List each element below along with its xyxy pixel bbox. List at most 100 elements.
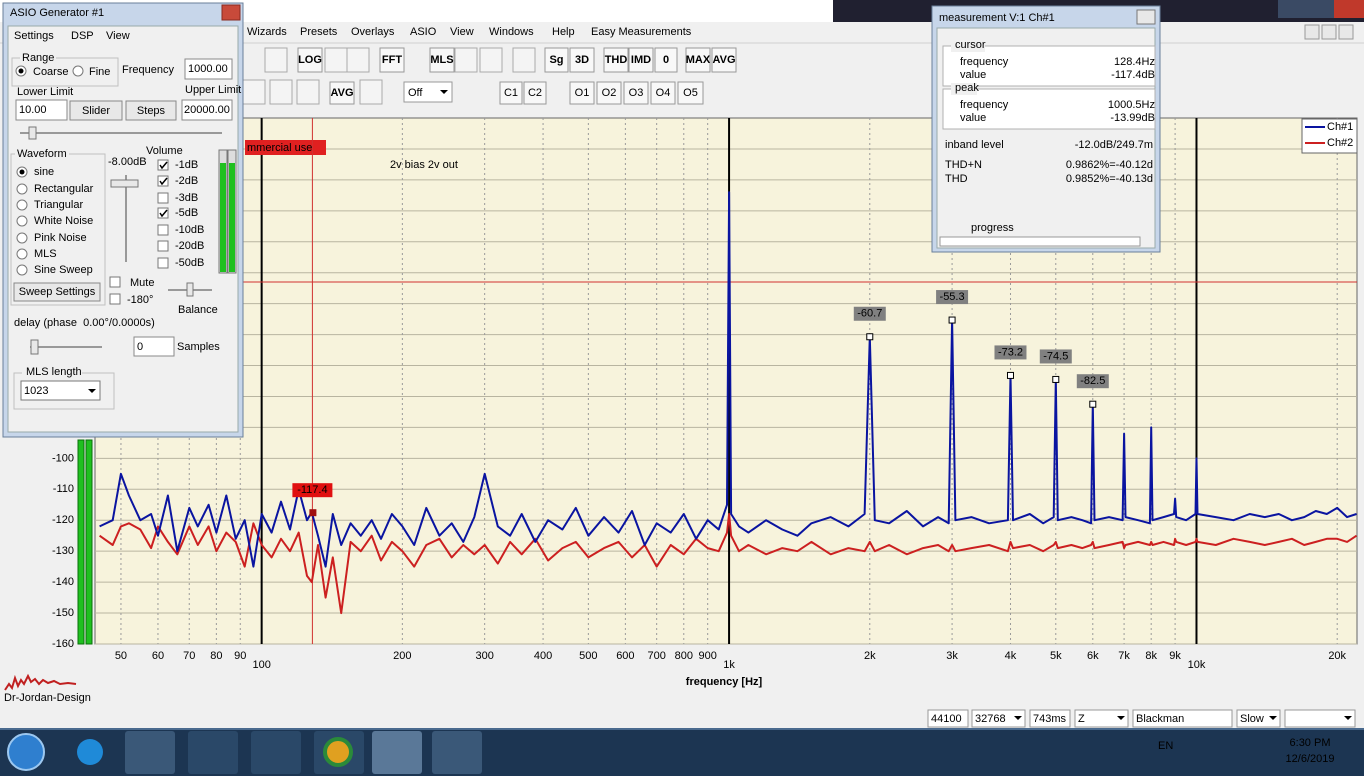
mdi-min[interactable] <box>1304 24 1320 40</box>
mdi-max[interactable] <box>1321 24 1337 40</box>
label: inband level <box>945 139 1004 151</box>
tool-button[interactable] <box>650 81 676 105</box>
taskbar-app[interactable] <box>372 731 422 774</box>
tool-button[interactable] <box>269 79 293 105</box>
tool-button[interactable] <box>654 47 678 73</box>
ui-layer: Wizards Presets Overlays ASIO View Windows Hel… <box>2 2 1356 765</box>
taskbar-app[interactable] <box>432 731 482 774</box>
tool-button[interactable] <box>379 47 405 73</box>
close-button[interactable] <box>1334 0 1364 18</box>
maximize-button[interactable] <box>1306 0 1334 18</box>
tool-button[interactable] <box>569 81 595 105</box>
slider-thumb[interactable] <box>110 179 139 188</box>
tool-button[interactable] <box>677 81 704 105</box>
tool-button[interactable] <box>324 47 348 73</box>
start-button[interactable] <box>7 733 45 771</box>
slider-thumb[interactable] <box>186 282 194 297</box>
radio[interactable] <box>72 65 84 77</box>
checkbox[interactable] <box>157 175 169 187</box>
tool-button[interactable] <box>711 47 737 73</box>
checkbox[interactable] <box>157 224 169 236</box>
value: 0.9862%=-40.12d <box>1066 159 1153 171</box>
radio[interactable] <box>16 232 28 244</box>
tool-button[interactable] <box>628 47 654 73</box>
label: -8.00dB <box>108 156 147 168</box>
status-text: Slow <box>1240 713 1264 725</box>
button[interactable] <box>69 100 123 121</box>
generator-body <box>7 25 239 433</box>
tool-label: O5 <box>683 87 698 99</box>
status-dropdown[interactable] <box>971 709 1026 728</box>
checkbox-label: -3dB <box>175 192 198 204</box>
tool-button[interactable] <box>479 47 503 73</box>
tool-button[interactable] <box>596 81 622 105</box>
minimize-button[interactable] <box>1278 0 1306 18</box>
status-dropdown[interactable] <box>1284 709 1356 728</box>
progress-bar <box>939 236 1141 247</box>
ie-icon[interactable] <box>77 739 103 765</box>
tool-button[interactable] <box>242 79 266 105</box>
chrome-icon[interactable] <box>323 737 353 767</box>
button[interactable] <box>13 282 101 302</box>
tool-button[interactable] <box>623 81 649 105</box>
menu-item: Easy Measurements <box>591 26 692 38</box>
dropdown[interactable] <box>403 81 453 103</box>
input <box>181 99 233 121</box>
tool-label: O4 <box>656 87 671 99</box>
close-button[interactable] <box>1136 9 1156 25</box>
x-tick-label: 400 <box>534 650 552 662</box>
label: delay (phase 0.00°/0.0000s) <box>14 317 155 329</box>
group-title: MLS length <box>26 366 82 378</box>
status-dropdown[interactable] <box>1236 709 1281 728</box>
tool-button[interactable] <box>296 79 320 105</box>
dropdown-arrow <box>1344 716 1352 720</box>
tool-label: AVG <box>330 87 353 99</box>
radio-label: Coarse <box>33 66 68 78</box>
group-title: peak <box>955 82 979 94</box>
checkbox[interactable] <box>157 240 169 252</box>
dropdown[interactable] <box>20 380 101 401</box>
tool-button[interactable] <box>603 47 629 73</box>
tool-button[interactable] <box>297 47 323 73</box>
checkbox[interactable] <box>109 276 121 288</box>
radio[interactable] <box>16 183 28 195</box>
radio[interactable] <box>16 199 28 211</box>
mdi-close[interactable] <box>1338 24 1354 40</box>
checkbox[interactable] <box>109 293 121 305</box>
group-frame <box>942 88 1156 130</box>
tool-button[interactable] <box>359 79 383 105</box>
tool-button[interactable] <box>569 47 595 73</box>
tool-button[interactable] <box>329 81 355 105</box>
taskbar-app[interactable] <box>125 731 175 774</box>
taskbar-app[interactable] <box>251 731 301 774</box>
input <box>133 336 175 357</box>
checkbox[interactable] <box>157 159 169 171</box>
radio[interactable] <box>16 215 28 227</box>
x-tick-label: 5k <box>1050 650 1062 662</box>
tool-button[interactable] <box>512 47 536 73</box>
tool-button[interactable] <box>685 47 711 73</box>
radio[interactable] <box>16 264 28 276</box>
slider-thumb[interactable] <box>28 126 37 140</box>
checkbox[interactable] <box>157 257 169 269</box>
input-text: 0 <box>137 341 143 353</box>
x-tick-label: 10k <box>1188 659 1206 671</box>
slider-thumb[interactable] <box>30 339 39 355</box>
button[interactable] <box>125 100 177 121</box>
tool-button[interactable] <box>523 81 547 105</box>
group-title-bg <box>20 52 56 64</box>
tool-button[interactable] <box>346 47 370 73</box>
tool-button[interactable] <box>544 47 569 73</box>
tool-button[interactable] <box>429 47 455 73</box>
legend-label: Ch#2 <box>1327 137 1353 149</box>
tool-button[interactable] <box>264 47 288 73</box>
peak-marker <box>948 316 956 324</box>
taskbar-app[interactable] <box>188 731 238 774</box>
checkbox[interactable] <box>157 207 169 219</box>
tool-button[interactable] <box>454 47 478 73</box>
radio[interactable] <box>16 248 28 260</box>
tool-button[interactable] <box>499 81 523 105</box>
close-button[interactable] <box>221 4 241 21</box>
checkbox[interactable] <box>157 192 169 204</box>
status-dropdown[interactable] <box>1074 709 1129 728</box>
